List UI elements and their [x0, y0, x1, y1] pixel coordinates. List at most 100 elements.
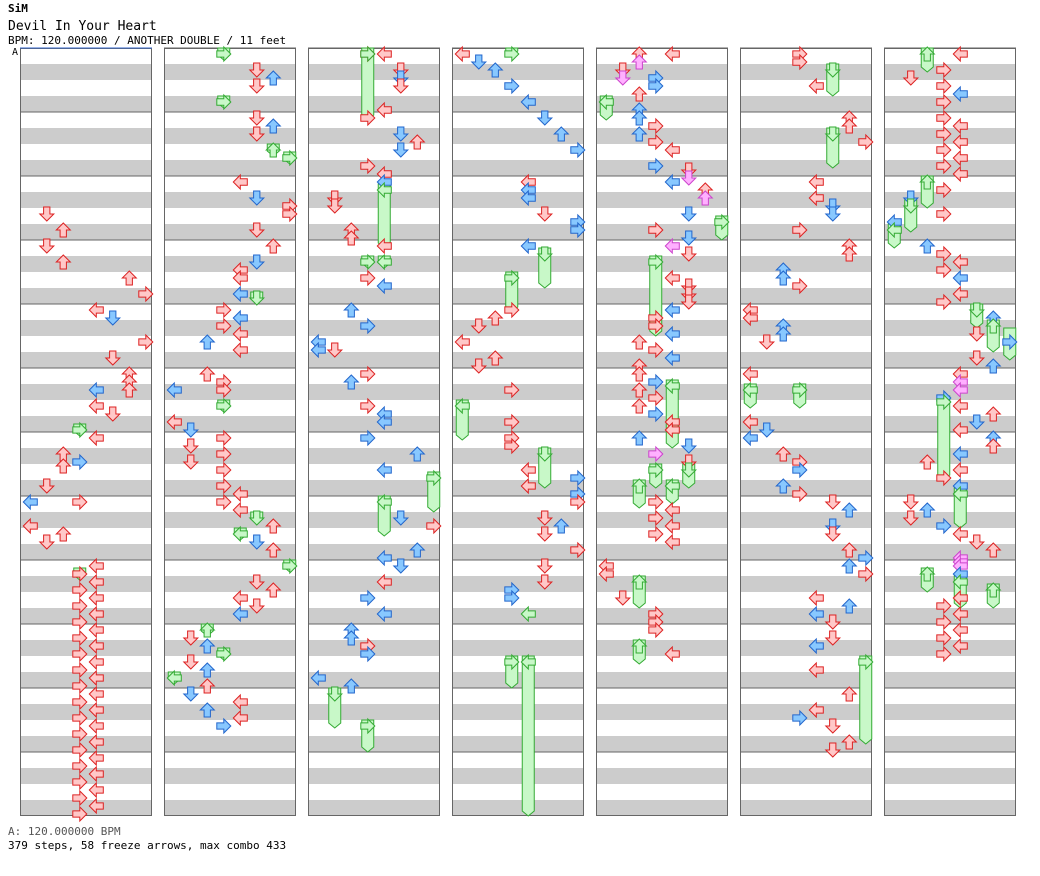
- step-arrow-down: [680, 230, 698, 246]
- step-arrow-left: [88, 589, 104, 607]
- step-arrow-up: [919, 454, 936, 470]
- step-arrow-left: [454, 397, 470, 415]
- step-arrow-right: [360, 365, 376, 383]
- step-arrow-left: [952, 253, 968, 271]
- step-arrow-left: [520, 189, 536, 207]
- step-arrow-left: [808, 605, 824, 623]
- step-arrow-down: [248, 254, 266, 270]
- step-arrow-left: [454, 45, 470, 63]
- step-arrow-up: [841, 118, 858, 134]
- step-arrow-right: [936, 109, 952, 127]
- step-arrow-left: [88, 781, 104, 799]
- beat-stripe: [740, 160, 872, 176]
- beat-stripe: [20, 736, 152, 752]
- beat-stripe: [308, 416, 440, 432]
- step-arrow-right: [72, 741, 88, 759]
- step-arrow-left: [88, 685, 104, 703]
- step-arrow-left: [232, 589, 248, 607]
- step-arrow-down: [680, 462, 698, 478]
- beat-stripe: [308, 224, 440, 240]
- step-arrow-left: [952, 45, 968, 63]
- beat-stripe: [20, 480, 152, 496]
- beat-stripe: [740, 416, 872, 432]
- step-arrow-left: [952, 621, 968, 639]
- step-arrow-down: [392, 78, 410, 94]
- step-arrow-down: [392, 142, 410, 158]
- step-arrow-right: [360, 109, 376, 127]
- beat-stripe: [884, 512, 1016, 528]
- step-arrow-up: [985, 438, 1002, 454]
- beat-stripe: [20, 704, 152, 720]
- step-arrow-right: [936, 597, 952, 615]
- step-arrow-left: [520, 477, 536, 495]
- beat-stripe: [884, 736, 1016, 752]
- step-arrow-left: [808, 701, 824, 719]
- beat-stripe: [452, 800, 584, 816]
- step-arrow-right: [648, 405, 664, 423]
- step-arrow-up: [919, 46, 936, 62]
- beat-stripe: [20, 288, 152, 304]
- step-arrow-up: [631, 366, 648, 382]
- beat-stripe: [884, 64, 1016, 80]
- step-arrow-down: [680, 206, 698, 222]
- step-arrow-down: [326, 686, 344, 702]
- step-arrow-left: [88, 733, 104, 751]
- step-arrow-down: [326, 198, 344, 214]
- step-arrow-right: [360, 589, 376, 607]
- step-arrow-right: [792, 485, 808, 503]
- step-arrow-down: [680, 294, 698, 310]
- beat-stripe: [596, 160, 728, 176]
- beat-stripe: [452, 128, 584, 144]
- step-arrow-left: [232, 309, 248, 327]
- step-arrow-right: [648, 221, 664, 239]
- beat-stripe: [164, 352, 296, 368]
- step-arrow-down: [968, 534, 986, 550]
- step-arrow-up: [121, 382, 138, 398]
- step-arrow-left: [88, 637, 104, 655]
- step-arrow-down: [248, 534, 266, 550]
- step-arrow-up: [631, 54, 648, 70]
- bpm-change-marker: A: [12, 47, 19, 58]
- beat-stripe: [740, 608, 872, 624]
- beat-stripe: [740, 192, 872, 208]
- step-arrow-right: [936, 245, 952, 263]
- step-arrow-left: [664, 517, 680, 535]
- step-arrow-down: [248, 222, 266, 238]
- step-arrow-right: [72, 493, 88, 511]
- beat-stripe: [20, 352, 152, 368]
- step-arrow-down: [326, 342, 344, 358]
- beat-stripe: [308, 128, 440, 144]
- step-arrow-right: [216, 461, 232, 479]
- step-arrow-right: [282, 205, 298, 223]
- step-arrow-down: [182, 422, 200, 438]
- step-arrow-down: [968, 326, 986, 342]
- beat-stripe: [596, 416, 728, 432]
- step-arrow-left: [376, 181, 392, 199]
- beat-stripe: [596, 224, 728, 240]
- step-arrow-right: [72, 597, 88, 615]
- beat-stripe: [164, 64, 296, 80]
- step-arrow-right: [216, 301, 232, 319]
- beat-stripe: [452, 416, 584, 432]
- beat-stripe: [452, 608, 584, 624]
- beat-stripe: [452, 384, 584, 400]
- step-arrow-down: [824, 742, 842, 758]
- step-arrow-left: [952, 589, 968, 607]
- step-arrow-left: [808, 637, 824, 655]
- beat-stripe: [452, 576, 584, 592]
- beat-stripe: [884, 320, 1016, 336]
- step-arrow-right: [936, 293, 952, 311]
- step-arrow-right: [504, 413, 520, 431]
- step-arrow-up: [631, 478, 648, 494]
- step-arrow-right: [792, 709, 808, 727]
- step-arrow-right: [360, 429, 376, 447]
- beat-stripe: [164, 672, 296, 688]
- step-arrow-right: [504, 381, 520, 399]
- step-arrow-right: [792, 381, 808, 399]
- step-arrow-left: [88, 701, 104, 719]
- step-arrow-up: [265, 518, 282, 534]
- step-arrow-right: [504, 45, 520, 63]
- beat-stripe: [164, 448, 296, 464]
- step-arrow-left: [232, 605, 248, 623]
- step-arrow-down: [824, 62, 842, 78]
